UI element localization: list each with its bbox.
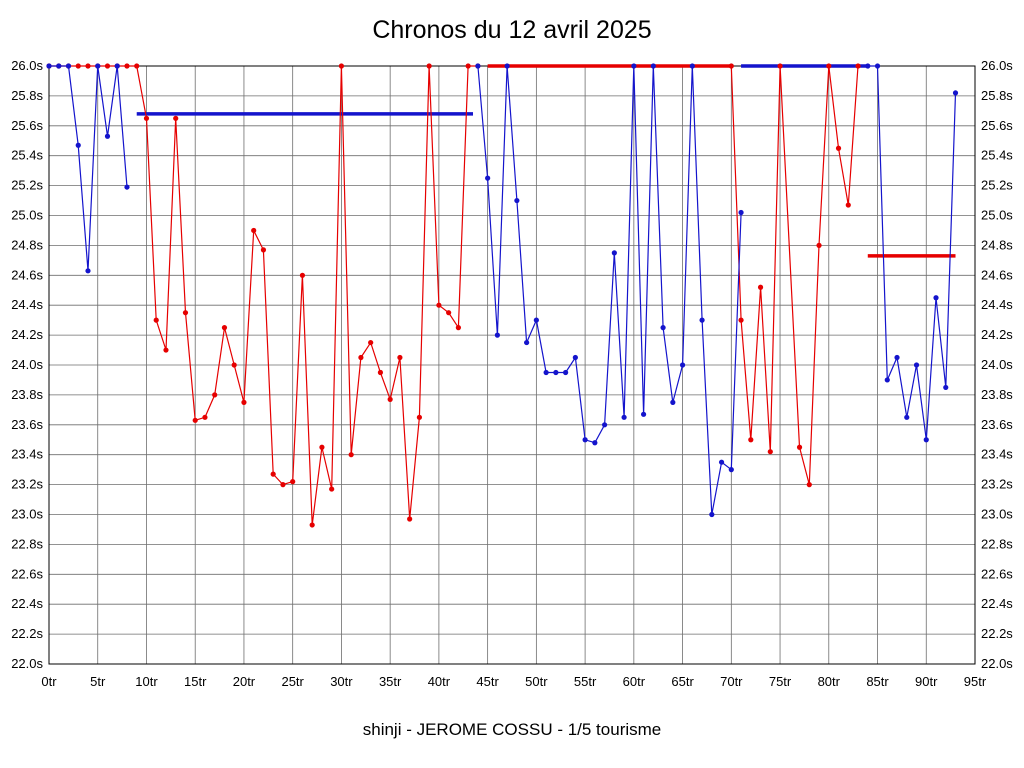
y-tick-label-right: 25.6s	[981, 118, 1013, 133]
y-tick-label-left: 25.0s	[11, 208, 43, 223]
y-tick-label-right: 22.4s	[981, 596, 1013, 611]
y-tick-label-right: 24.8s	[981, 237, 1013, 252]
y-tick-label-left: 25.4s	[11, 148, 43, 163]
y-tick-label-left: 25.8s	[11, 88, 43, 103]
x-tick-label: 15tr	[184, 674, 207, 689]
y-tick-label-right: 24.2s	[981, 327, 1013, 342]
y-tick-label-right: 25.2s	[981, 178, 1013, 193]
y-tick-label-left: 25.2s	[11, 178, 43, 193]
x-tick-label: 10tr	[135, 674, 158, 689]
x-tick-label: 35tr	[379, 674, 402, 689]
chart-caption: shinji - JEROME COSSU - 1/5 tourisme	[362, 720, 662, 739]
x-tick-label: 50tr	[525, 674, 548, 689]
y-tick-label-left: 23.2s	[11, 477, 43, 492]
y-tick-label-left: 24.8s	[11, 237, 43, 252]
series-driver-red	[46, 63, 861, 528]
y-tick-label-left: 24.6s	[11, 267, 43, 282]
y-tick-label-right: 23.2s	[981, 477, 1013, 492]
tick-labels: 0tr 5tr 10tr 15tr 20tr 25tr 30tr 35tr 40tr 45tr 50…	[11, 58, 1013, 689]
y-tick-label-right: 24.6s	[981, 267, 1013, 282]
x-tick-label: 75tr	[769, 674, 792, 689]
x-tick-label: 90tr	[915, 674, 938, 689]
x-tick-label: 0tr	[41, 674, 57, 689]
x-tick-label: 85tr	[866, 674, 889, 689]
series-driver-blue	[46, 63, 959, 518]
y-tick-label-left: 24.0s	[11, 357, 43, 372]
x-tick-label: 70tr	[720, 674, 743, 689]
y-tick-label-right: 22.6s	[981, 566, 1013, 581]
x-tick-label: 25tr	[281, 674, 304, 689]
x-tick-label: 20tr	[233, 674, 256, 689]
x-tick-label: 80tr	[818, 674, 841, 689]
y-tick-label-left: 24.4s	[11, 297, 43, 312]
x-tick-label: 60tr	[623, 674, 646, 689]
y-tick-label-right: 23.8s	[981, 387, 1013, 402]
y-tick-label-left: 22.2s	[11, 626, 43, 641]
y-tick-label-left: 24.2s	[11, 327, 43, 342]
y-tick-label-right: 22.2s	[981, 626, 1013, 641]
x-tick-label: 40tr	[428, 674, 451, 689]
x-tick-label: 55tr	[574, 674, 597, 689]
y-tick-label-right: 25.0s	[981, 208, 1013, 223]
y-tick-label-right: 24.0s	[981, 357, 1013, 372]
y-tick-label-left: 22.8s	[11, 536, 43, 551]
y-tick-label-right: 23.6s	[981, 417, 1013, 432]
y-tick-label-right: 23.4s	[981, 447, 1013, 462]
y-tick-label-right: 22.0s	[981, 656, 1013, 671]
x-tick-label: 65tr	[671, 674, 694, 689]
y-tick-label-left: 23.6s	[11, 417, 43, 432]
y-tick-label-left: 26.0s	[11, 58, 43, 73]
y-tick-label-left: 23.4s	[11, 447, 43, 462]
y-tick-label-left: 23.0s	[11, 507, 43, 522]
x-tick-label: 5tr	[90, 674, 106, 689]
x-tick-label: 95tr	[964, 674, 987, 689]
y-tick-label-right: 25.8s	[981, 88, 1013, 103]
y-tick-label-right: 22.8s	[981, 536, 1013, 551]
y-tick-label-right: 25.4s	[981, 148, 1013, 163]
x-tick-label: 30tr	[330, 674, 353, 689]
y-tick-label-left: 25.6s	[11, 118, 43, 133]
x-tick-label: 45tr	[476, 674, 499, 689]
y-tick-label-left: 22.0s	[11, 656, 43, 671]
y-tick-label-right: 23.0s	[981, 507, 1013, 522]
grid-lines	[48, 65, 976, 665]
y-tick-label-right: 24.4s	[981, 297, 1013, 312]
y-tick-label-right: 26.0s	[981, 58, 1013, 73]
chart-title: Chronos du 12 avril 2025	[372, 16, 652, 44]
y-tick-label-left: 22.6s	[11, 566, 43, 581]
y-tick-label-left: 22.4s	[11, 596, 43, 611]
y-tick-label-left: 23.8s	[11, 387, 43, 402]
